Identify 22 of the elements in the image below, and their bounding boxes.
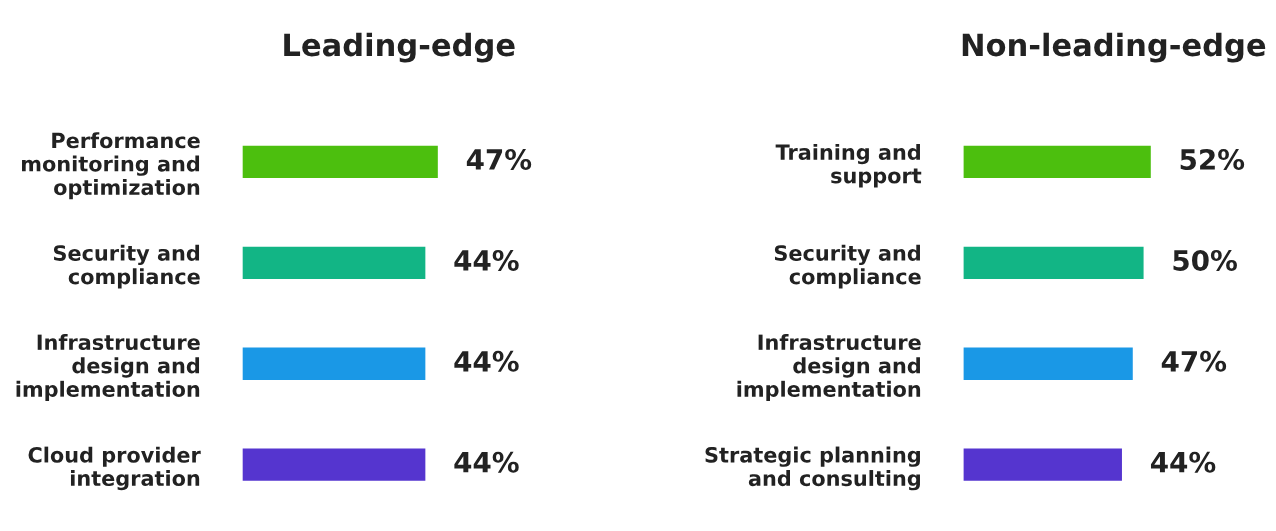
data-label: 44% xyxy=(1150,451,1216,473)
chart-title: Leading-edge xyxy=(284,32,515,63)
y-tick-label: Cloud provider integration xyxy=(28,446,201,491)
bar xyxy=(963,246,1144,279)
y-tick-label: Infrastructure design and implementation xyxy=(16,333,200,401)
y-tick-label: Training and support xyxy=(775,143,922,188)
y-tick-label: Performance monitoring and optimization xyxy=(22,132,200,200)
data-label: 44% xyxy=(454,451,519,473)
bar xyxy=(963,347,1133,380)
y-tick-label: Security and compliance xyxy=(774,244,921,289)
bar xyxy=(963,145,1151,179)
chart-title: Non-leading-edge xyxy=(962,32,1266,63)
y-tick-label: Infrastructure design and implementation xyxy=(737,333,921,401)
data-label: 44% xyxy=(454,350,519,372)
bar xyxy=(963,448,1122,481)
data-label: 47% xyxy=(1161,350,1227,372)
data-label: 52% xyxy=(1180,149,1245,171)
data-label: 44% xyxy=(454,249,519,271)
data-label: 50% xyxy=(1173,249,1237,271)
y-tick-label: Security and compliance xyxy=(53,244,200,289)
data-label: 47% xyxy=(466,149,532,171)
y-tick-label: Strategic planning and consulting xyxy=(705,446,920,491)
